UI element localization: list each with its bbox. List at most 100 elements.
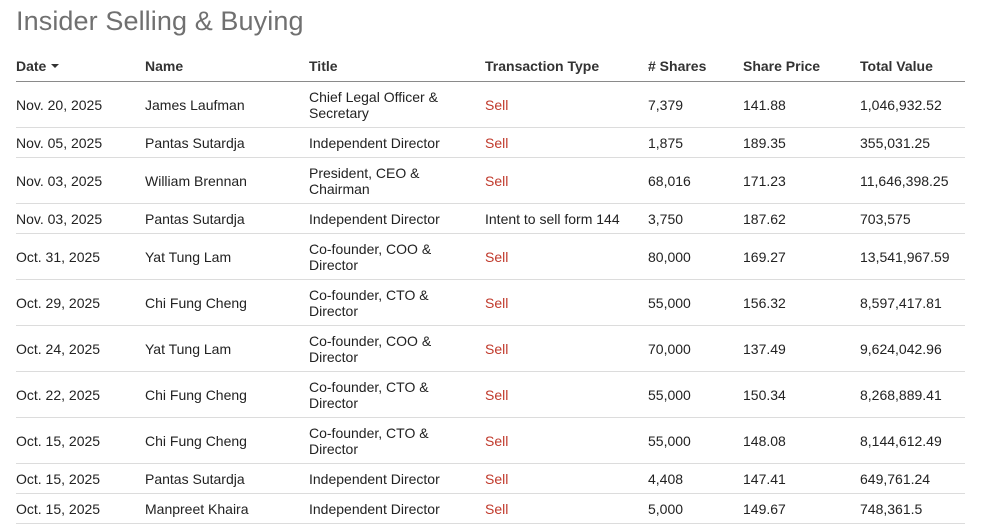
- cell-name: Chi Fung Cheng: [145, 371, 309, 418]
- cell-title: Independent Director: [309, 203, 485, 234]
- cell-share-price: 148.08: [743, 417, 860, 464]
- cell-name: Yat Tung Lam: [145, 233, 309, 280]
- cell-title: Independent Director: [309, 127, 485, 158]
- cell-share-price: 149.67: [743, 493, 860, 524]
- cell-name: Chi Fung Cheng: [145, 417, 309, 464]
- cell-date: Oct. 22, 2025: [16, 371, 145, 418]
- cell-share-price: 169.27: [743, 233, 860, 280]
- column-header-price[interactable]: Share Price: [743, 51, 860, 82]
- cell-shares: 55,000: [648, 279, 743, 326]
- cell-share-price: 150.34: [743, 371, 860, 418]
- table-row: Oct. 24, 2025 Yat Tung Lam Co-founder, C…: [16, 325, 965, 372]
- cell-date: Oct. 15, 2025: [16, 417, 145, 464]
- column-header-total[interactable]: Total Value: [860, 51, 965, 82]
- page-title: Insider Selling & Buying: [16, 6, 304, 36]
- cell-date: Oct. 29, 2025: [16, 279, 145, 326]
- cell-title: Co-founder, CTO & Director: [309, 417, 485, 464]
- cell-transaction-type: Sell: [485, 493, 648, 524]
- cell-transaction-type: Sell: [485, 127, 648, 158]
- cell-shares: 3,750: [648, 203, 743, 234]
- cell-transaction-type: Sell: [485, 371, 648, 418]
- table-row: Oct. 22, 2025 Chi Fung Cheng Co-founder,…: [16, 371, 965, 418]
- table-row: Nov. 20, 2025 James Laufman Chief Legal …: [16, 81, 965, 128]
- cell-total-value: 8,144,612.49: [860, 417, 965, 464]
- cell-share-price: 189.35: [743, 127, 860, 158]
- table-row: Oct. 15, 2025 Pantas Sutardja Independen…: [16, 463, 965, 494]
- column-header-type[interactable]: Transaction Type: [485, 51, 648, 82]
- cell-total-value: 649,761.24: [860, 463, 965, 494]
- cell-shares: 7,379: [648, 81, 743, 128]
- cell-name: William Brennan: [145, 157, 309, 204]
- cell-transaction-type: Sell: [485, 157, 648, 204]
- table-row: Nov. 05, 2025 Pantas Sutardja Independen…: [16, 127, 965, 158]
- cell-share-price: 141.88: [743, 81, 860, 128]
- cell-date: Nov. 03, 2025: [16, 157, 145, 204]
- cell-transaction-type: Sell: [485, 463, 648, 494]
- cell-date: Nov. 05, 2025: [16, 127, 145, 158]
- cell-share-price: 147.41: [743, 463, 860, 494]
- cell-transaction-type: Sell: [485, 279, 648, 326]
- cell-name: Pantas Sutardja: [145, 203, 309, 234]
- table-row: Oct. 29, 2025 Chi Fung Cheng Co-founder,…: [16, 279, 965, 326]
- cell-shares: 4,408: [648, 463, 743, 494]
- cell-title: President, CEO & Chairman: [309, 157, 485, 204]
- cell-total-value: 8,268,889.41: [860, 371, 965, 418]
- cell-title: Co-founder, COO & Director: [309, 325, 485, 372]
- cell-total-value: 9,624,042.96: [860, 325, 965, 372]
- cell-total-value: 1,046,932.52: [860, 81, 965, 128]
- table-row: Oct. 31, 2025 Yat Tung Lam Co-founder, C…: [16, 233, 965, 280]
- cell-date: Nov. 03, 2025: [16, 203, 145, 234]
- column-header-shares[interactable]: # Shares: [648, 51, 743, 82]
- cell-name: Manpreet Khaira: [145, 493, 309, 524]
- cell-share-price: 156.32: [743, 279, 860, 326]
- cell-share-price: 187.62: [743, 203, 860, 234]
- cell-shares: 5,000: [648, 493, 743, 524]
- cell-title: Independent Director: [309, 493, 485, 524]
- cell-title: Co-founder, COO & Director: [309, 233, 485, 280]
- cell-share-price: 171.23: [743, 157, 860, 204]
- cell-name: Yat Tung Lam: [145, 325, 309, 372]
- table-row: Oct. 15, 2025 Manpreet Khaira Independen…: [16, 493, 965, 524]
- cell-transaction-type: Sell: [485, 417, 648, 464]
- cell-name: Pantas Sutardja: [145, 463, 309, 494]
- column-header-title[interactable]: Title: [309, 51, 485, 82]
- cell-total-value: 748,361.5: [860, 493, 965, 524]
- cell-total-value: 13,541,967.59: [860, 233, 965, 280]
- cell-title: Independent Director: [309, 463, 485, 494]
- cell-total-value: 8,597,417.81: [860, 279, 965, 326]
- cell-date: Oct. 15, 2025: [16, 493, 145, 524]
- cell-title: Co-founder, CTO & Director: [309, 279, 485, 326]
- column-header-name[interactable]: Name: [145, 51, 309, 82]
- cell-shares: 70,000: [648, 325, 743, 372]
- table-header-row: Date Name Title Transaction Type # Share…: [16, 51, 965, 82]
- cell-name: Chi Fung Cheng: [145, 279, 309, 326]
- cell-shares: 1,875: [648, 127, 743, 158]
- column-header-date[interactable]: Date: [16, 51, 145, 82]
- cell-shares: 80,000: [648, 233, 743, 280]
- cell-total-value: 355,031.25: [860, 127, 965, 158]
- cell-date: Oct. 15, 2025: [16, 463, 145, 494]
- cell-name: Pantas Sutardja: [145, 127, 309, 158]
- cell-share-price: 137.49: [743, 325, 860, 372]
- cell-date: Oct. 24, 2025: [16, 325, 145, 372]
- cell-name: James Laufman: [145, 81, 309, 128]
- cell-total-value: 11,646,398.25: [860, 157, 965, 204]
- cell-transaction-type: Intent to sell form 144: [485, 203, 648, 234]
- cell-total-value: 703,575: [860, 203, 965, 234]
- column-header-date-label: Date: [16, 58, 47, 74]
- cell-title: Chief Legal Officer & Secretary: [309, 81, 485, 128]
- cell-date: Nov. 20, 2025: [16, 81, 145, 128]
- insider-transactions-table: Date Name Title Transaction Type # Share…: [16, 51, 965, 524]
- caret-down-icon: [51, 64, 60, 69]
- cell-transaction-type: Sell: [485, 325, 648, 372]
- cell-date: Oct. 31, 2025: [16, 233, 145, 280]
- table-row: Nov. 03, 2025 William Brennan President,…: [16, 157, 965, 204]
- cell-shares: 68,016: [648, 157, 743, 204]
- table-row: Oct. 15, 2025 Chi Fung Cheng Co-founder,…: [16, 417, 965, 464]
- cell-title: Co-founder, CTO & Director: [309, 371, 485, 418]
- cell-shares: 55,000: [648, 371, 743, 418]
- table-row: Nov. 03, 2025 Pantas Sutardja Independen…: [16, 203, 965, 234]
- cell-shares: 55,000: [648, 417, 743, 464]
- cell-transaction-type: Sell: [485, 233, 648, 280]
- cell-transaction-type: Sell: [485, 81, 648, 128]
